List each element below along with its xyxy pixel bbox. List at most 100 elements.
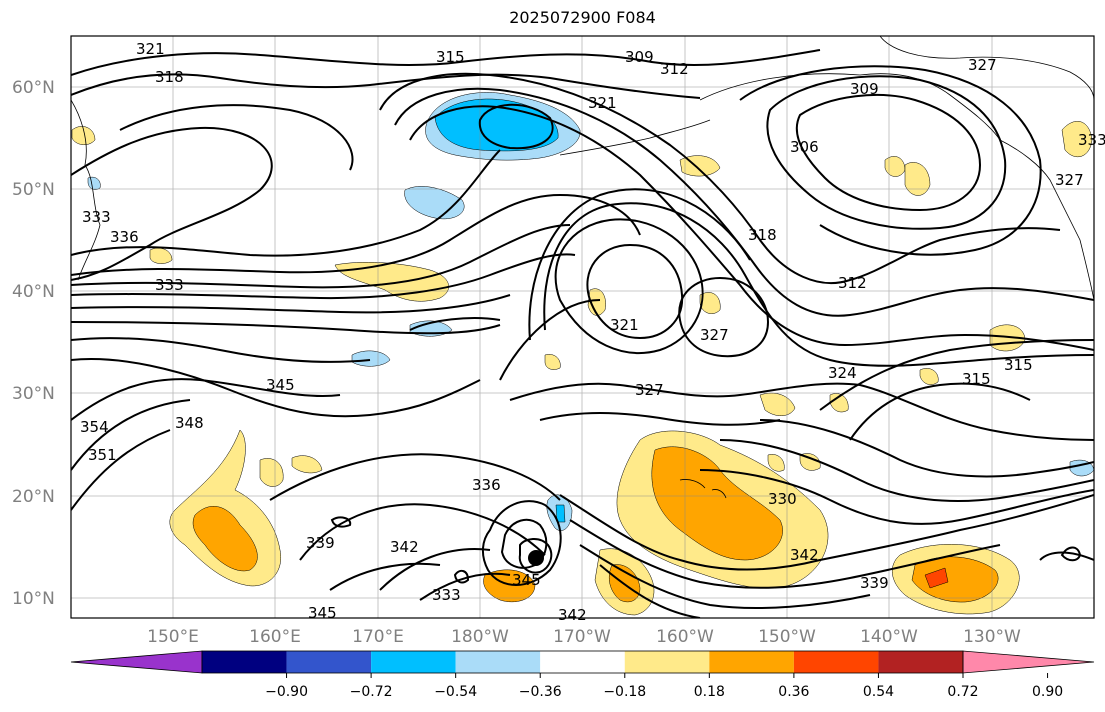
coastline-aleutians	[559, 119, 711, 156]
colorbar-tick-label: 0.72	[947, 684, 978, 700]
latitude-axis: 60°N 50°N 40°N 30°N 20°N 10°N	[12, 78, 55, 609]
lat-label: 40°N	[12, 282, 55, 302]
colorbar-tick-label: −0.72	[350, 684, 393, 700]
lon-label: 150°W	[758, 627, 816, 647]
contour-label: 333	[432, 586, 461, 604]
contour-lines	[71, 49, 1094, 618]
contour-label: 342	[558, 606, 587, 624]
contour-line	[71, 73, 701, 99]
contour-line	[569, 519, 1001, 589]
contour-label: 327	[700, 326, 729, 344]
shade-region-small-13	[544, 354, 561, 370]
contour-line	[71, 358, 481, 418]
contour-label: 354	[80, 418, 109, 436]
contour-line	[71, 294, 511, 314]
plot-frame	[70, 35, 1095, 619]
contour-line	[586, 243, 684, 340]
colorbar-segment	[455, 651, 541, 673]
contour-line	[528, 188, 751, 341]
longitude-axis: 150°E 160°E 170°E 180°W 170°W 160°W 150°…	[147, 627, 1021, 647]
shade-region-equator-mid	[483, 569, 536, 603]
contour-label: 327	[1055, 171, 1084, 189]
colorbar: −0.90 −0.72 −0.54 −0.36 −0.18 0.18 0.36 0.54 0.7…	[70, 650, 1095, 700]
map-title: 2025072900 F084	[509, 8, 656, 27]
shade-region-small-17	[767, 454, 785, 472]
contour-label: 315	[1004, 356, 1033, 374]
contour-line	[499, 299, 601, 381]
colorbar-tick-label: −0.90	[265, 684, 308, 700]
colorbar-segment	[878, 651, 963, 673]
lat-label: 50°N	[12, 180, 55, 200]
contour-label: 309	[625, 48, 654, 66]
coastline-alaska	[699, 73, 1094, 301]
contour-label: 312	[660, 60, 689, 78]
cyclone-contour	[518, 538, 553, 574]
colorbar-tick-label: 0.90	[1032, 684, 1063, 700]
lon-label: 160°W	[656, 627, 714, 647]
shade-region-small-15	[919, 368, 939, 385]
contour-line	[453, 569, 470, 584]
contour-label: 351	[88, 446, 117, 464]
lat-label: 20°N	[12, 487, 55, 507]
contour-line	[539, 412, 781, 426]
contour-line	[509, 382, 1094, 441]
contour-label: 339	[860, 574, 889, 592]
contour-label: 330	[768, 490, 797, 508]
colorbar-tick-label: −0.18	[603, 684, 646, 700]
contour-label: 345	[308, 604, 337, 622]
contour-line	[559, 494, 1094, 571]
colorbar-segment	[624, 651, 710, 673]
contour-line	[379, 548, 491, 591]
contour-label: 345	[512, 571, 541, 589]
shade-region-tropical-east-core	[651, 446, 783, 561]
contour-line	[409, 105, 1094, 351]
contour-label: 309	[850, 80, 879, 98]
colorbar-tick-label: −0.54	[434, 684, 477, 700]
shade-region-small-10	[71, 126, 96, 145]
lon-label: 170°E	[352, 627, 404, 647]
shade-region-west-tropics-core	[192, 506, 258, 572]
contour-line	[759, 419, 1094, 478]
contour-line	[329, 562, 441, 591]
contour-line	[379, 72, 1061, 285]
contour-line	[299, 503, 546, 561]
contour-line	[719, 439, 1094, 502]
contour-line	[819, 339, 1094, 411]
coastlines	[71, 36, 1094, 499]
contour-line	[330, 516, 352, 528]
lat-label: 30°N	[12, 384, 55, 404]
colorbar-segment	[540, 651, 625, 673]
colorbar-tick-label: 0.18	[694, 684, 725, 700]
contour-label: 348	[175, 414, 204, 432]
colorbar-tick-label: 0.54	[863, 684, 894, 700]
contour-line	[579, 544, 871, 610]
contour-line	[71, 253, 576, 300]
contour-line	[739, 65, 1042, 256]
contour-label: 306	[790, 138, 819, 156]
contour-line	[478, 103, 554, 150]
contour-line	[71, 337, 371, 363]
colorbar-extend-high	[962, 650, 1095, 674]
contour-line	[599, 564, 701, 618]
contour-label: 339	[306, 534, 335, 552]
colorbar-extend-low	[70, 650, 203, 674]
contour-line	[419, 572, 511, 601]
contour-line	[269, 453, 561, 501]
colorbar-frame	[201, 650, 964, 674]
contour-line	[766, 75, 1007, 230]
colorbar-segment	[202, 651, 287, 673]
contour-line	[71, 126, 273, 281]
contour-line	[795, 94, 982, 212]
contour-line	[71, 49, 821, 76]
contour-line	[678, 276, 770, 358]
shade-region-north-4	[351, 350, 391, 367]
contour-line	[543, 202, 1094, 367]
contour-line	[71, 321, 501, 335]
shaded-positive-regions	[71, 121, 1093, 616]
shade-region-small-14	[829, 393, 849, 413]
shade-region-southeast-core	[911, 556, 999, 603]
lon-label: 170°W	[553, 627, 611, 647]
shade-region-small-6	[587, 288, 606, 316]
contour-label: 324	[828, 364, 857, 382]
